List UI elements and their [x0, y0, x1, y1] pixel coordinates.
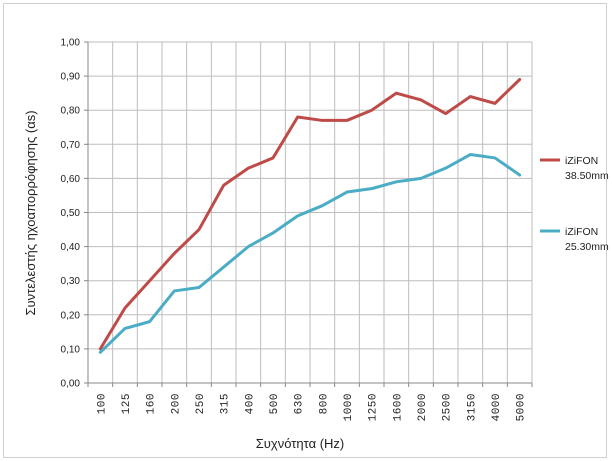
legend: iZiFON 38.50mm iZiFON 25.30mm	[540, 155, 609, 253]
x-tick-label: 250	[195, 393, 207, 414]
x-tick-label: 125	[121, 393, 133, 414]
x-tick-label: 100	[96, 393, 108, 414]
series-lines	[98, 78, 522, 354]
y-tick-label: 0,40	[61, 242, 81, 253]
x-axis-title: Συχνότητα (Hz)	[256, 436, 345, 451]
x-tick-label: 5000	[516, 393, 528, 421]
series-line-1	[98, 78, 522, 351]
y-tick-label: 0,70	[61, 140, 81, 151]
x-tick-label: 1250	[368, 393, 380, 421]
x-tick-label: 200	[170, 393, 182, 414]
x-tick-label: 630	[294, 393, 306, 414]
legend-label-2: iZiFON	[565, 226, 598, 238]
gridlines	[84, 41, 533, 387]
y-tick-label: 1,00	[61, 38, 81, 49]
y-tick-label: 0,60	[61, 174, 81, 185]
x-tick-label: 315	[220, 393, 232, 414]
y-tick-label: 0,00	[61, 379, 81, 390]
legend-label-1: 38.50mm	[565, 170, 609, 182]
legend-label-2: 25.30mm	[565, 241, 609, 253]
x-tick-label: 3150	[466, 393, 478, 421]
x-tick-label: 1000	[343, 393, 355, 421]
x-tick-label: 500	[269, 393, 281, 414]
x-tick-label: 1600	[392, 393, 404, 421]
y-tick-label: 0,20	[61, 310, 81, 321]
plot-area	[87, 42, 532, 384]
y-tick-label: 0,80	[61, 106, 81, 117]
x-tick-label: 4000	[491, 393, 503, 421]
x-axis-ticks: 100 125 160 200 250 315 400 500 630 800 1000 1250 16…	[96, 393, 527, 421]
legend-label-1: iZiFON	[565, 155, 598, 167]
y-tick-label: 0,10	[61, 344, 81, 355]
x-tick-label: 800	[318, 393, 330, 414]
y-tick-label: 0,90	[61, 72, 81, 83]
chart-frame	[3, 3, 607, 458]
y-tick-label: 0,30	[61, 276, 81, 287]
x-tick-label: 2000	[417, 393, 429, 421]
y-axis-title: Συντελεστής ηχοαπορρόφησης (αs)	[23, 110, 38, 315]
y-axis-ticks: 0,00 0,10 0,20 0,30 0,40 0,50 0,60 0,70 0,80 0,90…	[61, 38, 81, 390]
y-tick-label: 0,50	[61, 208, 81, 219]
x-tick-label: 400	[244, 393, 256, 414]
x-tick-label: 2500	[442, 393, 454, 421]
x-tick-label: 160	[146, 393, 158, 414]
series-line-2	[98, 153, 522, 354]
